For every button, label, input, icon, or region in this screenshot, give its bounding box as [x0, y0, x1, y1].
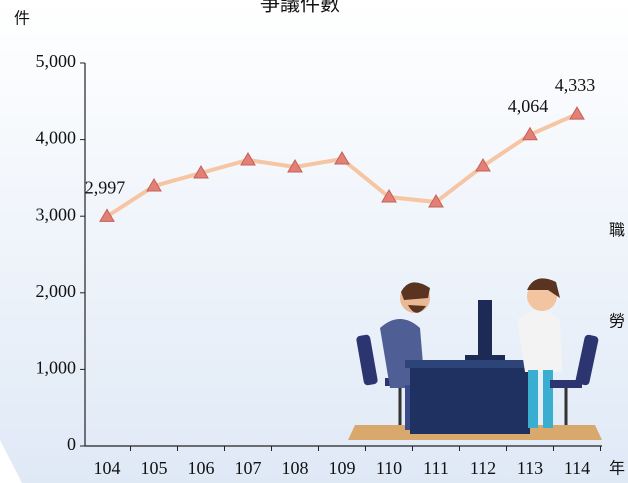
side-text: 勞 [609, 313, 625, 331]
corner-decoration [0, 440, 22, 483]
x-tick-label: 106 [188, 458, 215, 478]
y-tick-label: 2,000 [36, 281, 77, 301]
x-tick-label: 114 [564, 458, 590, 478]
marker [569, 106, 585, 120]
data-label: 2,997 [85, 178, 126, 198]
marker [428, 194, 444, 208]
x-tick-label: 110 [376, 458, 402, 478]
data-label: 4,333 [555, 75, 596, 95]
marker [522, 126, 538, 141]
y-tick-label: 1,000 [36, 358, 77, 378]
marker [334, 150, 350, 165]
marker [99, 208, 115, 222]
x-tick-label: 104 [94, 458, 121, 478]
x-tick-label: 108 [282, 458, 309, 478]
x-tick-label: 105 [141, 458, 168, 478]
y-tick-label: 5,000 [36, 51, 77, 71]
y-tick-label: 4,000 [36, 128, 77, 148]
x-tick-label: 111 [423, 458, 449, 478]
marker [381, 189, 397, 203]
x-tick-label: 113 [517, 458, 543, 478]
x-tick-label: 107 [235, 458, 262, 478]
y-tick-label: 0 [67, 434, 76, 454]
chart-title: 爭議件數 [260, 0, 340, 16]
marker [475, 158, 491, 172]
x-tick-label: 109 [329, 458, 356, 478]
marker [287, 159, 303, 173]
marker [146, 178, 162, 192]
x-tick-label: 112 [470, 458, 496, 478]
y-axis-label: 件 [14, 10, 30, 28]
x-axis-label: 年 [609, 460, 625, 478]
data-label: 4,064 [508, 96, 549, 116]
marker [193, 165, 209, 179]
illustration [348, 278, 602, 440]
marker [240, 151, 256, 166]
side-text: 職 [609, 222, 625, 240]
y-tick-label: 3,000 [36, 204, 77, 224]
